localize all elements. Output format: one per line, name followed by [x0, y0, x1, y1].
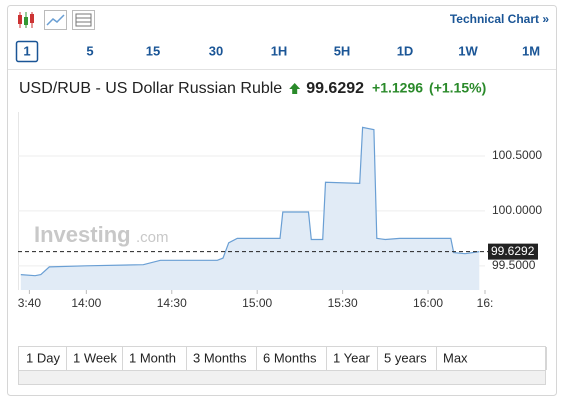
range-button[interactable]: 5 years: [384, 350, 427, 365]
x-tick-label: 16:: [477, 296, 494, 310]
interval-button[interactable]: 5H: [334, 43, 351, 58]
current-price-box: [488, 243, 538, 260]
x-tick-label: 16:00: [413, 296, 443, 310]
interval-button[interactable]: 1D: [397, 43, 414, 58]
interval-button[interactable]: 1H: [271, 43, 288, 58]
watermark-suffix: .com: [136, 229, 169, 246]
interval-button[interactable]: 1: [23, 43, 30, 58]
technical-chart-link[interactable]: Technical Chart »: [450, 12, 549, 26]
watermark: Investing: [34, 222, 131, 247]
y-tick-label: 99.5000: [492, 258, 536, 272]
range-button[interactable]: 1 Year: [333, 350, 371, 365]
up-arrow: [289, 83, 301, 94]
range-button[interactable]: 6 Months: [263, 350, 317, 365]
current-price-label: 99.6292: [491, 244, 535, 258]
range-footer: [18, 370, 546, 385]
area-fill: [20, 127, 480, 291]
range-button[interactable]: Max: [443, 350, 468, 365]
x-tick-label: 14:30: [157, 296, 187, 310]
plot: 99.5000 100.0000 100.5000 3:40 14:00 14:30 15:…: [18, 112, 542, 310]
table-icon[interactable]: [72, 10, 95, 30]
range-button[interactable]: 1 Month: [129, 350, 176, 365]
x-tick-label: 15:00: [242, 296, 272, 310]
selected-interval-box: [15, 40, 39, 63]
candle-icon[interactable]: [18, 12, 34, 28]
x-tick-label: 3:40: [18, 296, 42, 310]
chart-type-icons: [18, 10, 95, 30]
interval-button[interactable]: 5: [86, 43, 93, 58]
interval-button[interactable]: 1W: [458, 43, 478, 58]
price-change-percent: (+1.15%): [429, 80, 486, 96]
range-button[interactable]: 1 Week: [73, 350, 117, 365]
price-line: [20, 126, 480, 277]
area-icon[interactable]: [44, 10, 67, 30]
y-tick-label: 100.0000: [492, 203, 542, 217]
range-button[interactable]: 1 Day: [26, 350, 60, 365]
x-tick-label: 14:00: [71, 296, 101, 310]
interval-button[interactable]: 15: [146, 43, 160, 58]
x-tick-label: 15:30: [328, 296, 358, 310]
price-change: +1.1296: [372, 80, 423, 96]
card: [7, 5, 557, 396]
last-price: 99.6292: [306, 80, 364, 97]
interval-button[interactable]: 1M: [522, 43, 540, 58]
y-tick-label: 100.5000: [492, 148, 542, 162]
interval-button[interactable]: 30: [209, 43, 223, 58]
range-button[interactable]: 3 Months: [193, 350, 247, 365]
instrument-title: USD/RUB - US Dollar Russian Ruble: [19, 80, 282, 97]
